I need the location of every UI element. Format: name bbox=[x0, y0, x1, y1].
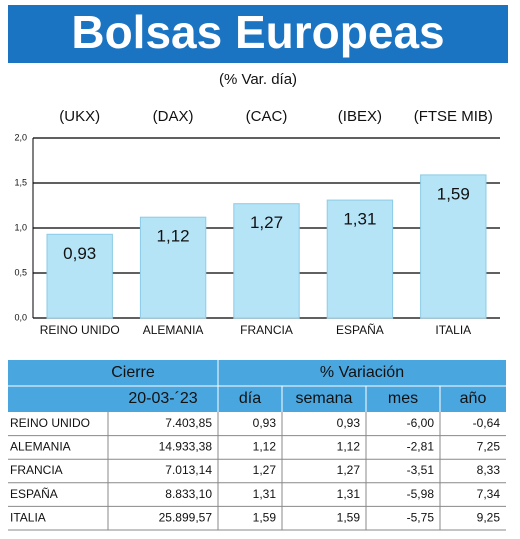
bar bbox=[420, 174, 487, 319]
table-cell: 1,12 bbox=[253, 440, 277, 454]
header-cell: semana bbox=[296, 390, 353, 407]
table-cell: -5,75 bbox=[407, 510, 435, 524]
bar bbox=[326, 199, 394, 319]
value-label: 1,12 bbox=[157, 227, 190, 246]
y-tick-label: 0,5 bbox=[14, 267, 27, 277]
table-cell: 14.933,38 bbox=[159, 440, 213, 454]
table-cell: 1,12 bbox=[337, 440, 361, 454]
x-tick-label: REINO UNIDO bbox=[40, 323, 120, 337]
bar bbox=[139, 216, 207, 319]
header-cell: día bbox=[239, 390, 261, 407]
title-banner bbox=[8, 5, 508, 63]
bar bbox=[46, 233, 113, 319]
x-tick-label: ITALIA bbox=[435, 323, 471, 337]
y-tick-label: 1,0 bbox=[14, 222, 27, 232]
table-cell: -0,64 bbox=[473, 416, 501, 430]
table-cell: 8,33 bbox=[477, 463, 501, 477]
header-cell: mes bbox=[388, 390, 418, 407]
table-cell: 25.899,57 bbox=[159, 510, 213, 524]
y-tick-label: 2,0 bbox=[14, 132, 27, 142]
value-label: 1,59 bbox=[437, 184, 470, 203]
table-cell: 1,59 bbox=[253, 510, 277, 524]
x-tick-label: ALEMANIA bbox=[143, 323, 204, 337]
table-cell: 1,27 bbox=[337, 463, 361, 477]
row-label: ITALIA bbox=[10, 510, 46, 524]
header-cell: % Variación bbox=[320, 364, 404, 381]
table-cell: 0,93 bbox=[253, 416, 277, 430]
table-cell: 1,31 bbox=[253, 487, 277, 501]
table-cell: 1,27 bbox=[253, 463, 277, 477]
index-label: (FTSE MIB) bbox=[414, 108, 493, 125]
table-cell: -3,51 bbox=[407, 463, 435, 477]
y-tick-label: 0,0 bbox=[14, 312, 27, 322]
value-label: 1,31 bbox=[343, 210, 376, 229]
index-label: (DAX) bbox=[153, 108, 194, 125]
header-cell: 20-03-´23 bbox=[128, 390, 197, 407]
table-cell: 0,93 bbox=[337, 416, 361, 430]
row-label: REINO UNIDO bbox=[10, 416, 90, 430]
value-label: 1,27 bbox=[250, 213, 283, 232]
table-cell: 7,34 bbox=[477, 487, 501, 501]
table-cell: 9,25 bbox=[477, 510, 501, 524]
row-label: ALEMANIA bbox=[10, 440, 71, 454]
index-label: (CAC) bbox=[246, 108, 288, 125]
table-cell: -6,00 bbox=[407, 416, 435, 430]
table-cell: 1,59 bbox=[337, 510, 361, 524]
header-cell: Cierre bbox=[111, 364, 155, 381]
header-cell: año bbox=[460, 390, 487, 407]
index-label: (UKX) bbox=[59, 108, 100, 125]
table-cell: 7.403,85 bbox=[165, 416, 212, 430]
table-cell: -2,81 bbox=[407, 440, 435, 454]
chart-subtitle: (% Var. día) bbox=[219, 71, 297, 88]
row-label: FRANCIA bbox=[10, 463, 63, 477]
table-cell: 7.013,14 bbox=[165, 463, 212, 477]
row-label: ESPAÑA bbox=[10, 487, 58, 501]
y-tick-label: 1,5 bbox=[14, 177, 27, 187]
table-cell: 7,25 bbox=[477, 440, 501, 454]
table-cell: -5,98 bbox=[407, 487, 435, 501]
chart-title: Bolsas Europeas bbox=[71, 6, 444, 58]
index-label: (IBEX) bbox=[338, 108, 382, 125]
table-cell: 8.833,10 bbox=[165, 487, 212, 501]
x-tick-label: ESPAÑA bbox=[336, 323, 384, 337]
table-cell: 1,31 bbox=[337, 487, 361, 501]
x-tick-label: FRANCIA bbox=[240, 323, 293, 337]
bar bbox=[233, 203, 300, 319]
value-label: 0,93 bbox=[63, 244, 96, 263]
